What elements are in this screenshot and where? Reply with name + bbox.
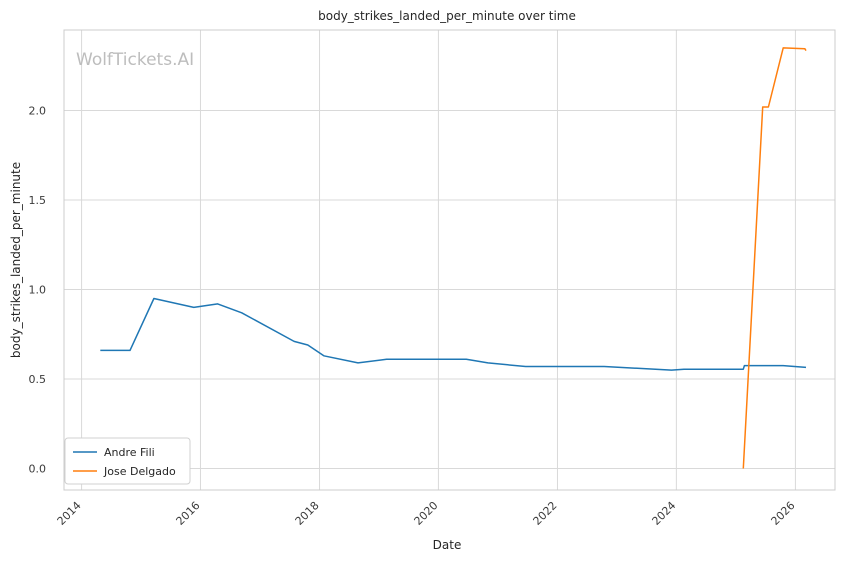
x-tick-label: 2024 — [650, 499, 679, 528]
x-tick-label: 2026 — [769, 499, 798, 528]
x-tick-labels: 2014 2016 2018 2020 2022 2024 2026 — [55, 499, 798, 528]
y-tick-labels: 0.0 0.5 1.0 1.5 2.0 — [29, 105, 47, 476]
y-tick-label: 1.5 — [29, 194, 47, 207]
legend-label-andre-fili: Andre Fili — [104, 446, 155, 459]
series-line-jose-delgado — [742, 47, 807, 469]
watermark: WolfTickets.AI — [76, 50, 194, 70]
x-axis-label: Date — [433, 538, 462, 552]
legend: Andre Fili Jose Delgado — [64, 437, 191, 485]
legend-label-jose-delgado: Jose Delgado — [103, 465, 176, 478]
legend-box — [64, 437, 191, 485]
y-tick-label: 0.5 — [29, 373, 47, 386]
x-tick-label: 2022 — [531, 499, 560, 528]
y-tick-label: 0.0 — [29, 463, 47, 476]
plot-area-frame — [63, 29, 836, 491]
x-tick-label: 2020 — [412, 499, 441, 528]
x-tick-label: 2016 — [174, 499, 203, 528]
grid-lines — [64, 30, 835, 490]
y-tick-label: 2.0 — [29, 105, 47, 118]
series-line-andre-fili — [100, 297, 807, 371]
y-axis-label: body_strikes_landed_per_minute — [9, 162, 23, 358]
x-tick-label: 2014 — [55, 499, 84, 528]
x-tick-label: 2018 — [293, 499, 322, 528]
chart-title: body_strikes_landed_per_minute over time — [318, 9, 576, 23]
y-tick-label: 1.0 — [29, 284, 47, 297]
series-layer — [100, 47, 807, 469]
